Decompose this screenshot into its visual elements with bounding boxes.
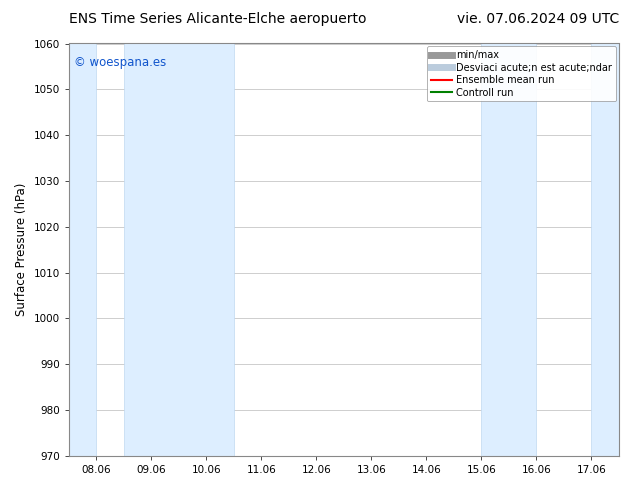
- Text: ENS Time Series Alicante-Elche aeropuerto: ENS Time Series Alicante-Elche aeropuert…: [69, 12, 366, 26]
- Bar: [481, 44, 536, 456]
- Legend: min/max, Desviaci acute;n est acute;ndar, Ensemble mean run, Controll run: min/max, Desviaci acute;n est acute;ndar…: [427, 47, 616, 101]
- Bar: [69, 44, 96, 456]
- Text: © woespana.es: © woespana.es: [74, 56, 167, 69]
- Bar: [592, 44, 619, 456]
- Y-axis label: Surface Pressure (hPa): Surface Pressure (hPa): [15, 183, 28, 317]
- Text: vie. 07.06.2024 09 UTC: vie. 07.06.2024 09 UTC: [456, 12, 619, 26]
- Bar: [124, 44, 234, 456]
